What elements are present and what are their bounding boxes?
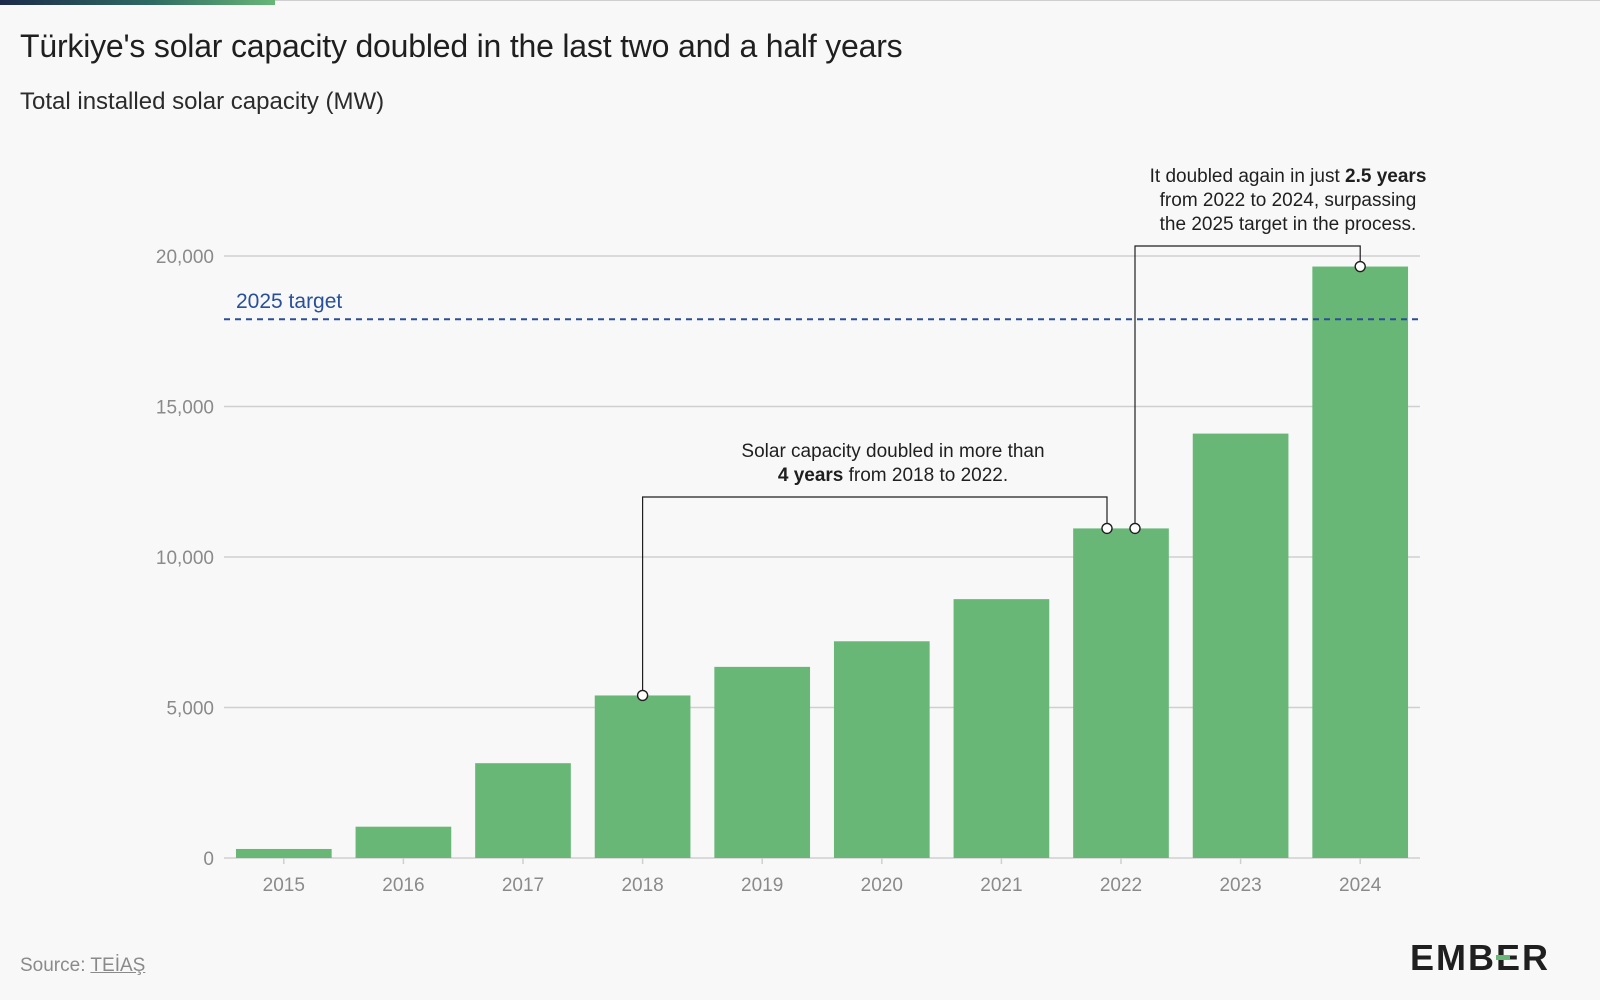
bar-2024 bbox=[1312, 266, 1409, 858]
bar-layer bbox=[235, 266, 1409, 858]
x-tick-layer: 2015 2016 2017 2018 2019 2020 2021 2022 2023 2024 bbox=[263, 858, 1382, 896]
bar-2016 bbox=[355, 826, 452, 858]
x-tick-label: 2019 bbox=[741, 875, 783, 896]
x-tick-label: 2017 bbox=[502, 875, 544, 896]
x-tick-label: 2023 bbox=[1219, 875, 1261, 896]
annotation-1-bold: 4 years bbox=[777, 465, 844, 486]
bar-2017 bbox=[475, 763, 571, 858]
annotation-2-end-dot bbox=[1354, 260, 1366, 273]
x-tick-label: 2020 bbox=[861, 875, 903, 896]
bar-2022 bbox=[1073, 528, 1169, 858]
x-tick-label: 2015 bbox=[263, 875, 305, 896]
x-tick-label: 2018 bbox=[621, 875, 663, 896]
top-rule bbox=[0, 0, 1600, 1]
ember-logo: EMBER bbox=[1410, 940, 1570, 976]
annotation-2-line2: from 2022 to 2024, surpassing bbox=[1159, 190, 1417, 211]
annotation-1-line1: Solar capacity doubled in more than bbox=[741, 441, 1045, 462]
accent-bar bbox=[0, 0, 275, 5]
annotation-doubling-2022-2024: It doubled again in just 2.5 years from … bbox=[1083, 165, 1493, 237]
annotation-2-bold: 2.5 years bbox=[1345, 166, 1427, 187]
target-layer: 2025 target bbox=[224, 290, 1420, 321]
x-tick-label: 2021 bbox=[980, 875, 1022, 896]
source-note: Source: TEİAŞ bbox=[20, 955, 145, 977]
annotation-1-start-dot bbox=[636, 689, 649, 702]
annotation-1-end-dot bbox=[1101, 522, 1113, 535]
bar-2015 bbox=[235, 848, 332, 858]
annotation-2-connector bbox=[1134, 245, 1361, 529]
annotation-layer bbox=[636, 245, 1366, 702]
y-tick-label: 20,000 bbox=[156, 247, 214, 268]
source-label: Source: bbox=[20, 955, 91, 976]
y-tick-label: 15,000 bbox=[156, 398, 214, 419]
source-link[interactable]: TEİAŞ bbox=[90, 955, 146, 976]
bar-2018 bbox=[594, 695, 691, 858]
logo-part-pre: EMB bbox=[1410, 937, 1496, 978]
x-tick-label: 2016 bbox=[382, 875, 424, 896]
y-tick-label: 0 bbox=[203, 849, 214, 870]
annotation-doubling-2018-2022: Solar capacity doubled in more than 4 ye… bbox=[693, 440, 1093, 488]
x-tick-label: 2024 bbox=[1339, 875, 1382, 896]
annotation-2-line3: the 2025 target in the process. bbox=[1159, 214, 1417, 235]
annotation-2-prefix: It doubled again in just bbox=[1149, 166, 1346, 187]
target-label: 2025 target bbox=[236, 290, 342, 313]
annotation-1-connector bbox=[641, 496, 1108, 696]
chart-subtitle: Total installed solar capacity (MW) bbox=[20, 88, 385, 115]
bar-2021 bbox=[953, 599, 1050, 858]
logo-part-post: R bbox=[1522, 937, 1551, 978]
logo-e-accent bbox=[1496, 955, 1510, 960]
chart-title: Türkiye's solar capacity doubled in the … bbox=[20, 28, 903, 64]
y-tick-label: 10,000 bbox=[156, 548, 214, 569]
bar-2023 bbox=[1192, 433, 1289, 858]
annotation-1-rest: from 2018 to 2022. bbox=[843, 465, 1009, 486]
y-tick-label: 5,000 bbox=[166, 699, 214, 720]
bar-2019 bbox=[714, 666, 811, 858]
bar-2020 bbox=[833, 641, 930, 858]
grid-layer: 0 5,000 10,000 15,000 20,000 bbox=[156, 247, 1420, 870]
x-tick-label: 2022 bbox=[1100, 875, 1142, 896]
annotation-2-start-dot bbox=[1129, 522, 1141, 535]
